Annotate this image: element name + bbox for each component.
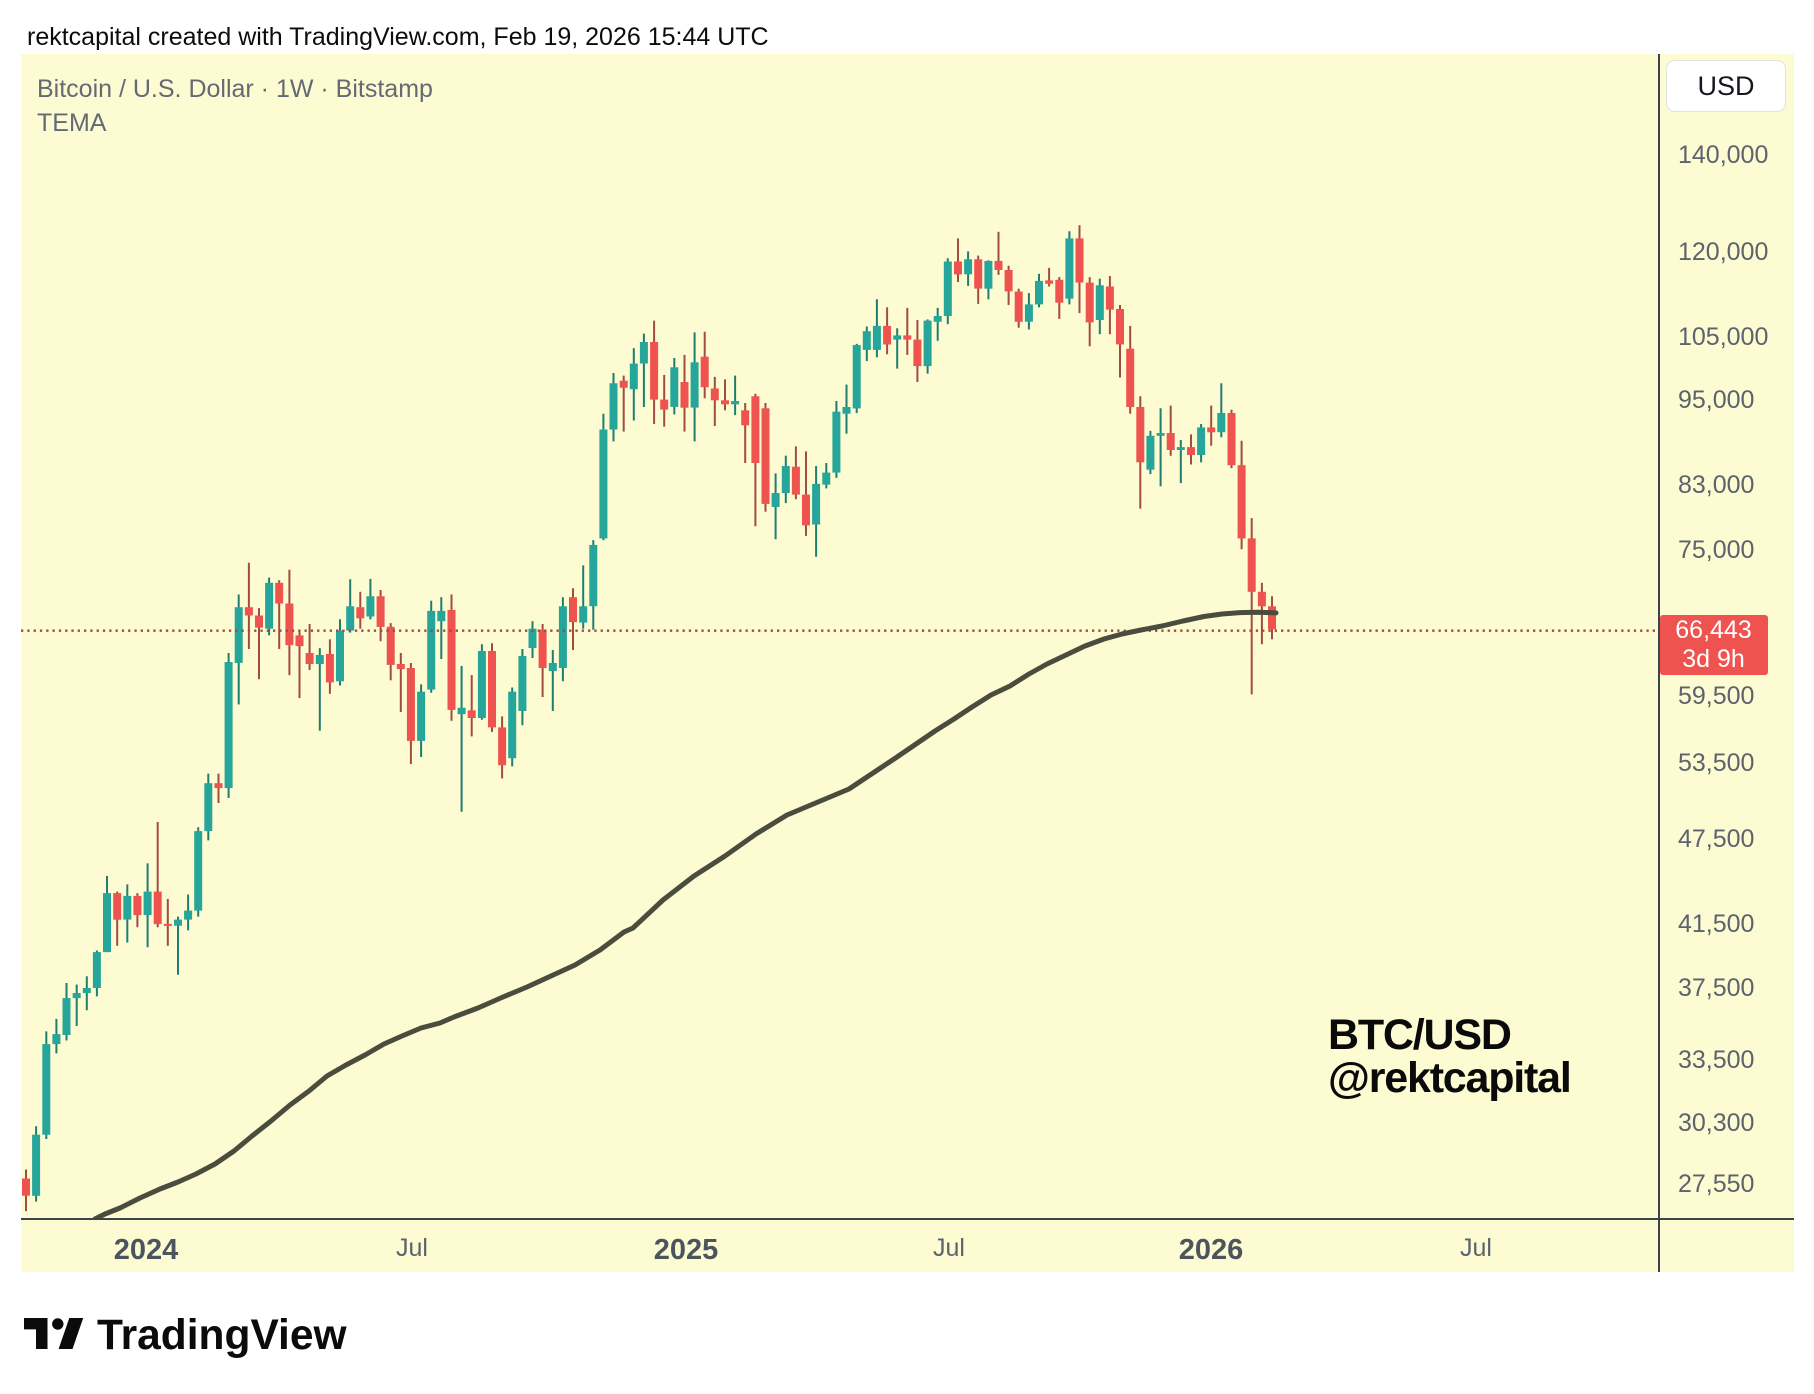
svg-text:TradingView: TradingView: [97, 1316, 348, 1359]
